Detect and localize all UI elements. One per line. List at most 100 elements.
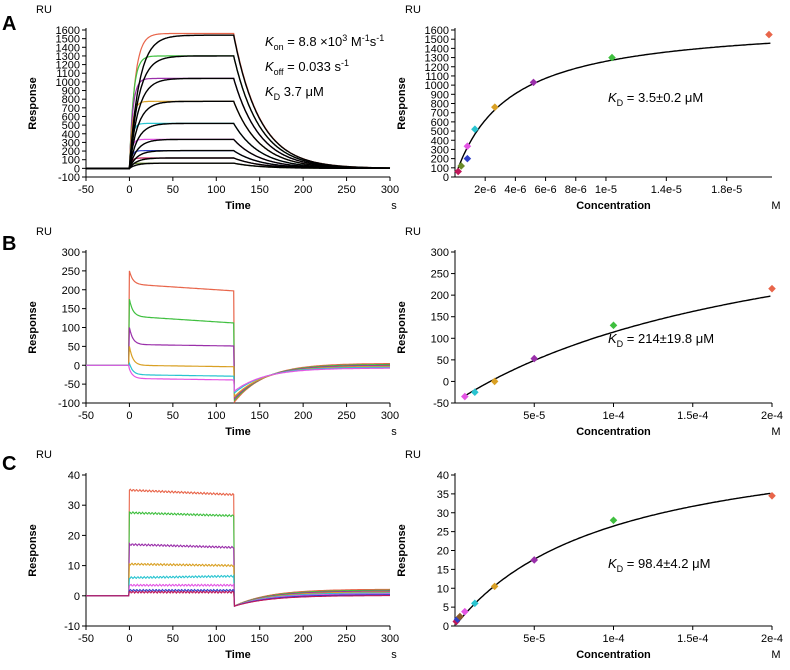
rate-sub: D: [274, 92, 281, 102]
y-tick-label: 50: [68, 341, 80, 353]
x-tick-label: 300: [381, 410, 399, 422]
x-tick-label: 100: [207, 410, 225, 422]
y-tick-label: 900: [431, 89, 449, 101]
rate-unit: s: [370, 34, 377, 49]
y-unit-label: RU: [36, 4, 52, 16]
y-tick-label: 150: [431, 312, 449, 324]
y-tick-label: 100: [431, 333, 449, 345]
y-tick-label: 10: [437, 583, 449, 595]
y-axis-title: Response: [27, 77, 39, 130]
y-tick-label: 100: [62, 155, 80, 167]
y-tick-label: 1300: [56, 51, 80, 63]
y-tick-label: 0: [74, 360, 80, 372]
y-unit-label: RU: [405, 226, 421, 238]
y-tick-label: 0: [443, 376, 449, 388]
panel-a-binding-chart: 0100200300400500600700800900100011001200…: [396, 4, 781, 212]
kd-sub: D: [617, 98, 624, 108]
data-curve-c3: [86, 327, 391, 400]
x-tick-label: 1.8e-5: [711, 184, 742, 196]
data-point: [530, 354, 539, 363]
x-tick-label: 2e-4: [761, 633, 783, 645]
binding-fit-curve: [463, 295, 771, 398]
y-tick-label: 50: [437, 355, 449, 367]
x-tick-label: 1e-5: [595, 184, 617, 196]
data-point: [461, 392, 469, 401]
x-tick-label: -50: [78, 184, 94, 196]
y-unit-label: RU: [36, 449, 52, 461]
x-axis-title: Concentration: [576, 200, 651, 212]
y-tick-label: 300: [431, 247, 449, 259]
data-point: [529, 78, 538, 87]
y-tick-label: 30: [437, 508, 449, 520]
x-tick-label: 6e-6: [535, 184, 557, 196]
x-tick-label: 1.5e-4: [677, 410, 708, 422]
y-tick-label: 20: [68, 530, 80, 542]
x-tick-label: 2e-4: [761, 410, 783, 422]
panel-label-a: A: [2, 13, 16, 35]
y-tick-label: 700: [431, 108, 449, 120]
y-axis-title: Response: [396, 301, 408, 354]
panel-label-c: C: [2, 453, 16, 475]
y-tick-label: 1100: [56, 68, 80, 80]
data-curve-c4: [86, 346, 390, 398]
x-tick-label: 250: [337, 633, 355, 645]
y-tick-label: -10: [64, 621, 80, 633]
rate-sub: off: [274, 67, 284, 77]
y-tick-label: 0: [74, 591, 80, 603]
data-point: [765, 30, 773, 39]
x-tick-label: 100: [207, 633, 225, 645]
data-point: [491, 103, 499, 111]
y-tick-label: 100: [62, 323, 80, 335]
x-tick-label: 50: [167, 184, 179, 196]
y-tick-label: 40: [68, 470, 80, 482]
x-unit-label: s: [391, 200, 397, 212]
x-tick-label: 2e-6: [474, 184, 496, 196]
y-tick-label: -50: [433, 398, 449, 410]
x-tick-label: 200: [294, 184, 312, 196]
x-unit-label: s: [391, 426, 397, 438]
y-tick-label: 600: [431, 117, 449, 129]
x-tick-label: 1.4e-5: [651, 184, 682, 196]
data-point: [471, 599, 479, 608]
y-tick-label: 1200: [425, 62, 449, 74]
x-tick-label: -50: [78, 633, 94, 645]
x-tick-label: 200: [294, 410, 312, 422]
x-tick-label: 5e-5: [523, 410, 545, 422]
y-tick-label: 500: [62, 120, 80, 132]
y-tick-label: 0: [74, 163, 80, 175]
y-tick-label: 250: [62, 266, 80, 278]
data-point: [463, 154, 472, 163]
data-point: [768, 491, 776, 500]
data-point: [463, 142, 472, 151]
data-curve-c3: [86, 541, 390, 607]
y-tick-label: 25: [437, 527, 449, 539]
y-tick-label: 600: [62, 111, 80, 123]
y-tick-label: 400: [431, 135, 449, 147]
y-axis-title: Response: [27, 524, 39, 577]
data-curve-c8: [86, 590, 390, 607]
rate-annotation-off: Koff = 0.033 s-1: [265, 58, 349, 77]
rate-sup: -1: [341, 58, 349, 68]
x-tick-label: 5e-5: [523, 633, 545, 645]
x-axis-title: Concentration: [576, 426, 651, 438]
y-tick-label: 200: [62, 146, 80, 158]
rate-var: K: [265, 84, 275, 99]
rate-value: = 8.8 ×10: [284, 34, 343, 49]
fit-curve: [86, 162, 390, 170]
y-tick-label: 700: [62, 103, 80, 115]
binding-fit-curve: [457, 42, 771, 170]
data-point: [471, 388, 479, 397]
y-tick-label: 200: [62, 285, 80, 297]
y-tick-label: 1600: [56, 25, 80, 37]
panel-b-binding-chart: -50 0 50 100 150 200 250 300 5e-5 1e-4 1.5e-4 2e-4 R…: [396, 226, 783, 438]
data-point: [768, 284, 776, 293]
x-tick-label: 0: [126, 410, 132, 422]
x-tick-label: 250: [337, 184, 355, 196]
y-tick-label: -100: [58, 172, 80, 184]
y-tick-label: 1400: [425, 43, 449, 55]
x-tick-label: 50: [167, 410, 179, 422]
data-point: [609, 321, 618, 330]
x-tick-label: 0: [126, 633, 132, 645]
y-axis-title: Response: [27, 301, 39, 354]
